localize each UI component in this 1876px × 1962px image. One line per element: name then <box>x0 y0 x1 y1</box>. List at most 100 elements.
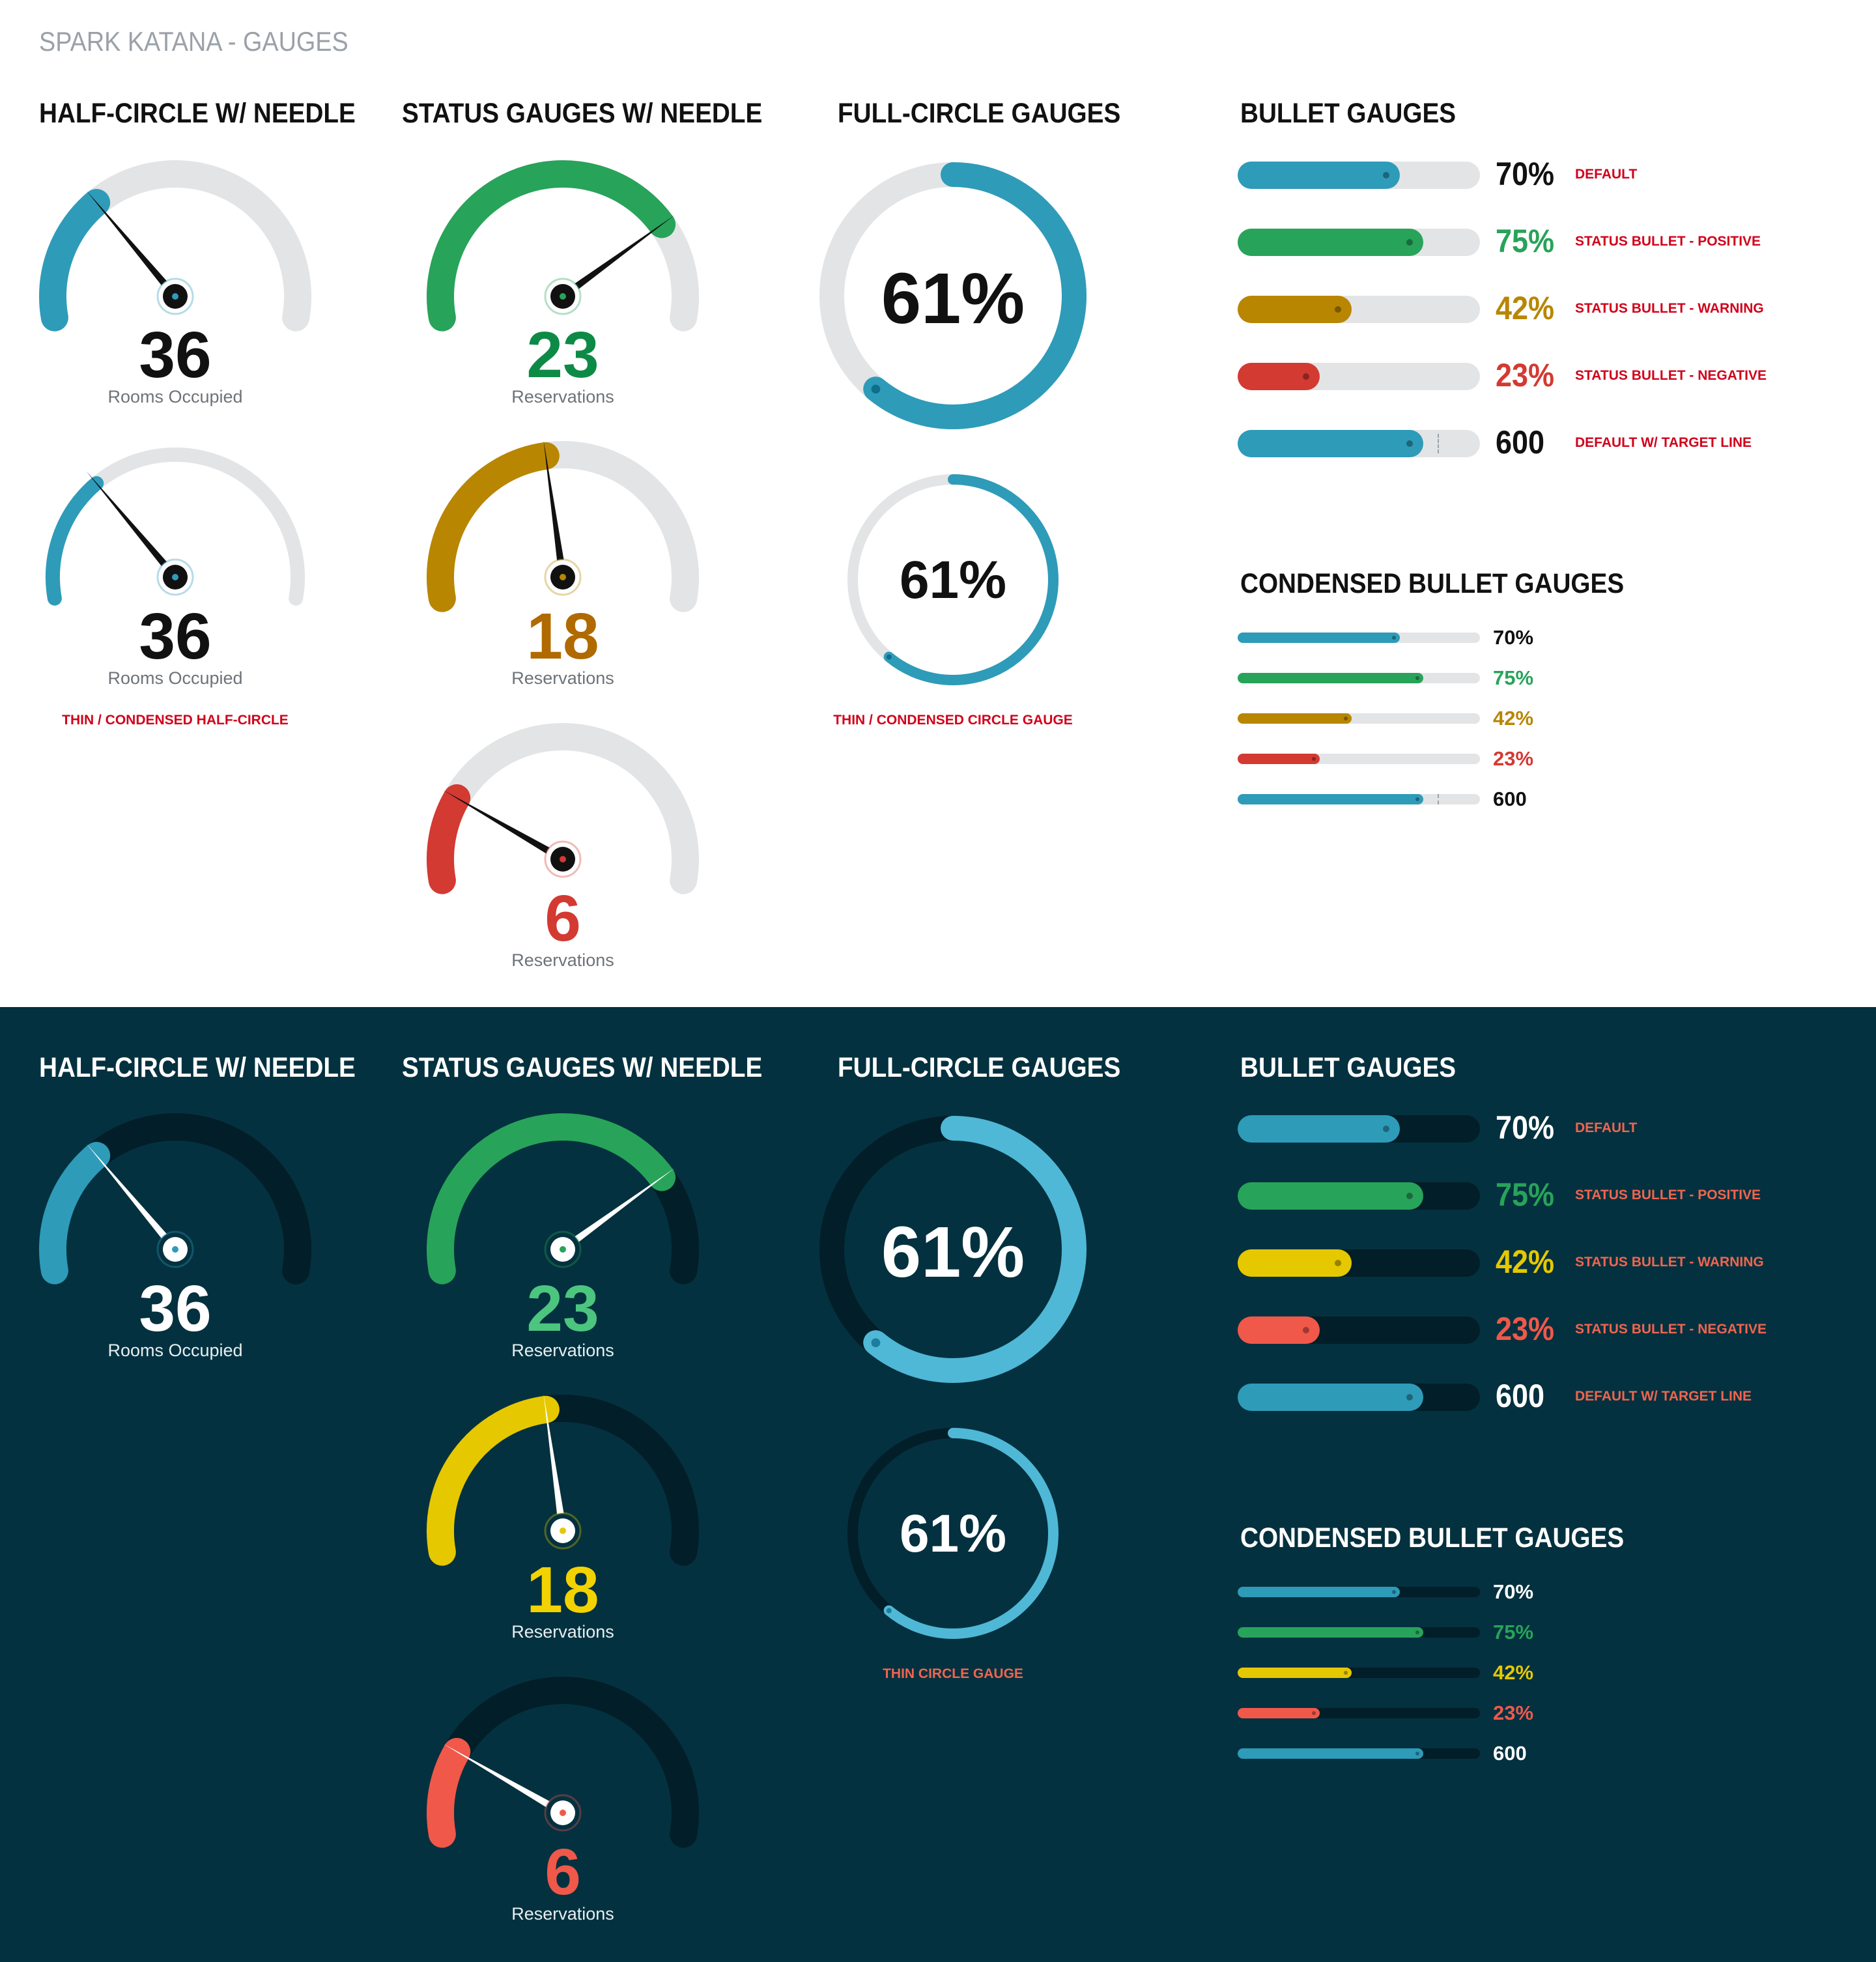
condensed-bullet-row: 75% <box>1238 1621 1576 1643</box>
condensed-fill <box>1238 1708 1320 1718</box>
circle-fill <box>819 1116 1087 1383</box>
bullet-fill <box>1238 229 1423 256</box>
condensed-fill <box>1238 1668 1352 1678</box>
gauge-label: Reservations <box>511 387 614 406</box>
circle-fill <box>847 474 1059 685</box>
gauge-label: Reservations <box>511 950 614 970</box>
bullet-dot <box>1334 1260 1341 1266</box>
thin-half-circle-note: THIN / CONDENSED HALF-CIRCLE <box>62 713 289 728</box>
status-gauge-positive <box>427 1113 699 1285</box>
bullet-fill <box>1238 1249 1352 1277</box>
bullet-value: 70% <box>1496 156 1555 192</box>
gauge-fill <box>427 160 676 332</box>
gauge-fill <box>427 784 471 894</box>
bullet-label: STATUS BULLET - WARNING <box>1575 301 1764 316</box>
bullet-fill <box>1238 296 1352 323</box>
gauge-hub-dot <box>560 574 566 580</box>
condensed-dot <box>1415 797 1419 801</box>
bullet-value: 42% <box>1496 1244 1555 1280</box>
bullet-gauge-row: 600 DEFAULT W/ TARGET LINE <box>1238 1378 1824 1414</box>
gauge-fill <box>39 188 111 332</box>
gauge-label: Reservations <box>511 1341 614 1360</box>
condensed-dot <box>1415 1752 1419 1756</box>
condensed-bullet-row: 600 <box>1238 788 1576 810</box>
bullet-value: 600 <box>1496 424 1545 461</box>
dark-theme-background <box>0 1007 1876 1962</box>
bullet-value: 42% <box>1496 290 1555 326</box>
condensed-bullet-row: 23% <box>1238 747 1576 770</box>
condensed-dot <box>1392 1590 1397 1594</box>
gauge-fill <box>427 442 560 612</box>
half-gauge <box>39 160 311 332</box>
condensed-value: 42% <box>1493 707 1534 730</box>
gauge-value: 36 <box>139 1272 212 1345</box>
page-title: SPARK KATANA - GAUGES <box>39 26 348 57</box>
bullet-gauge-row: 42% STATUS BULLET - WARNING <box>1238 290 1824 326</box>
gauge-needle <box>86 190 178 299</box>
condensed-bullet-row: 75% <box>1238 666 1576 689</box>
gauge-needle <box>443 790 565 863</box>
bullet-label: DEFAULT W/ TARGET LINE <box>1575 1389 1752 1404</box>
condensed-dot <box>1343 717 1348 720</box>
gauge-value: 18 <box>526 600 599 673</box>
bullet-fill <box>1238 1182 1423 1210</box>
condensed-fill <box>1238 1748 1423 1759</box>
gauge-fill <box>427 1113 676 1285</box>
thin-circle-gauge <box>847 474 1059 685</box>
bullet-dot <box>1406 440 1413 447</box>
gauge-hub-dot <box>172 574 178 580</box>
gauge-needle <box>86 471 178 580</box>
circle-end-dot <box>886 654 892 660</box>
bullet-target-line <box>1437 1387 1439 1407</box>
full-circle-title: FULL-CIRCLE GAUGES <box>838 98 1121 129</box>
bullet-fill <box>1238 1384 1423 1411</box>
circle-gauge-value: 61% <box>881 1212 1025 1292</box>
status-gauge-warning <box>427 440 699 612</box>
gauge-value: 36 <box>139 319 212 391</box>
condensed-target-line <box>1437 794 1439 804</box>
condensed-value: 42% <box>1493 1661 1534 1684</box>
thin-circle-note: THIN CIRCLE GAUGE <box>883 1666 1023 1681</box>
circle-end-dot <box>871 1338 881 1348</box>
bullet-gauge-row: 23% STATUS BULLET - NEGATIVE <box>1238 1311 1824 1347</box>
bullet-gauge-row: 75% STATUS BULLET - POSITIVE <box>1238 223 1824 259</box>
condensed-dot <box>1312 757 1316 761</box>
condensed-bullet-row: 23% <box>1238 1701 1576 1724</box>
half-circle-title: HALF-CIRCLE W/ NEEDLE <box>39 98 356 129</box>
bullet-gauge-row: 23% STATUS BULLET - NEGATIVE <box>1238 357 1824 393</box>
bullet-dot <box>1303 1327 1310 1333</box>
condensed-fill <box>1238 713 1352 724</box>
condensed-bullet-row: 42% <box>1238 1661 1576 1684</box>
full-circle-gauge <box>819 1116 1087 1383</box>
circle-gauge-value: 61% <box>899 550 1007 610</box>
gauge-label: Reservations <box>511 1904 614 1924</box>
gauge-value: 23 <box>526 1272 599 1345</box>
condensed-target-line <box>1437 1748 1439 1759</box>
circle-fill <box>819 162 1087 429</box>
bullet-dot <box>1406 1193 1413 1199</box>
condensed-dot <box>1343 1671 1348 1675</box>
condensed-bullet-row: 42% <box>1238 707 1576 730</box>
gauge-value: 6 <box>545 882 581 955</box>
bullet-fill <box>1238 430 1423 457</box>
status-gauges-title: STATUS GAUGES W/ NEEDLE <box>402 1052 763 1083</box>
bullet-gauge-row: 600 DEFAULT W/ TARGET LINE <box>1238 424 1824 461</box>
condensed-bullet-row: 70% <box>1238 1580 1576 1603</box>
status-gauge-positive <box>427 160 699 332</box>
bullet-dot <box>1406 239 1413 246</box>
bullet-gauge-row: 70% DEFAULT <box>1238 156 1824 192</box>
thin-half-gauge <box>46 448 305 606</box>
gauge-hub-dot <box>560 1528 566 1534</box>
condensed-dot <box>1415 1630 1419 1634</box>
gauge-needle <box>443 1744 565 1817</box>
circle-end-dot <box>871 384 881 394</box>
gauge-needle <box>560 1168 675 1253</box>
condensed-fill <box>1238 1627 1423 1638</box>
gauge-needle <box>86 1143 178 1252</box>
condensed-bullet-title: CONDENSED BULLET GAUGES <box>1240 1522 1625 1554</box>
gauge-fill <box>39 1141 111 1285</box>
gauge-needle <box>543 440 567 578</box>
gauge-value: 6 <box>545 1836 581 1909</box>
condensed-fill <box>1238 633 1400 643</box>
bullet-gauges-title: BULLET GAUGES <box>1240 98 1457 129</box>
